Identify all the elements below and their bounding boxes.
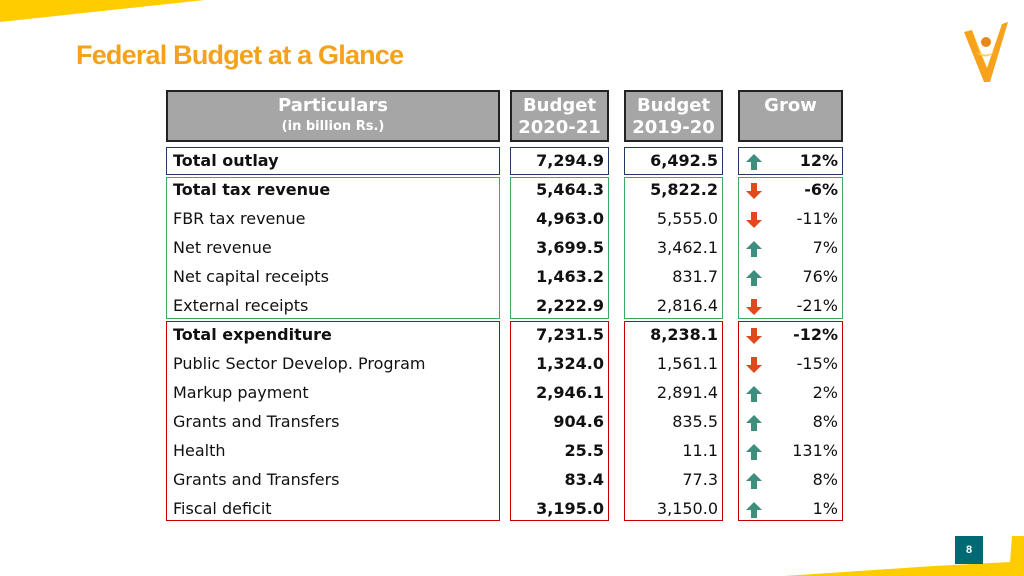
group-box-expenditure-b2020 <box>510 321 609 521</box>
row-budget-2020: 83.4 <box>564 470 604 489</box>
down-arrow-icon <box>742 204 766 233</box>
row-growth: 8% <box>812 470 838 489</box>
row-growth: -15% <box>796 354 838 373</box>
down-arrow-icon <box>742 349 766 378</box>
row-label: Fiscal deficit <box>173 499 272 518</box>
group-box-expenditure-b2019 <box>624 321 723 521</box>
row-budget-2020: 3,699.5 <box>536 238 604 257</box>
slide-title: Federal Budget at a Glance <box>76 40 404 70</box>
page-number-badge: 8 <box>955 536 983 564</box>
row-label: Total expenditure <box>173 325 332 344</box>
row-label: Health <box>173 441 226 460</box>
row-budget-2020: 904.6 <box>553 412 604 431</box>
header-year-2019: 2019-20 <box>632 117 715 138</box>
row-budget-2020: 25.5 <box>564 441 604 460</box>
up-arrow-icon <box>742 262 766 291</box>
row-budget-2019: 831.7 <box>672 267 718 286</box>
row-growth: 2% <box>812 383 838 402</box>
header-budget-2020: Budget 2020-21 <box>510 90 609 142</box>
header-particulars-label: Particulars <box>278 95 388 116</box>
row-label: Total outlay <box>173 151 279 170</box>
row-growth: 8% <box>812 412 838 431</box>
up-arrow-icon <box>742 378 766 407</box>
group-box-revenue-particulars <box>166 177 500 319</box>
row-label: Net capital receipts <box>173 267 329 286</box>
row-growth: 76% <box>802 267 838 286</box>
row-budget-2020: 7,231.5 <box>536 325 604 344</box>
group-box-revenue-b2020 <box>510 177 609 319</box>
logo-icon <box>964 22 1008 82</box>
group-box-expenditure-grow <box>738 321 843 521</box>
row-budget-2019: 835.5 <box>672 412 718 431</box>
row-growth: -6% <box>804 180 838 199</box>
row-budget-2019: 5,822.2 <box>650 180 718 199</box>
row-budget-2020: 2,222.9 <box>536 296 604 315</box>
row-budget-2020: 5,464.3 <box>536 180 604 199</box>
row-growth: 131% <box>792 441 838 460</box>
header-year-2020: 2020-21 <box>518 117 601 138</box>
row-budget-2019: 5,555.0 <box>656 209 718 228</box>
row-label: FBR tax revenue <box>173 209 306 228</box>
group-box-outlay-b2019 <box>624 147 723 175</box>
row-budget-2020: 1,463.2 <box>536 267 604 286</box>
up-arrow-icon <box>742 233 766 262</box>
up-arrow-icon <box>742 494 766 523</box>
down-arrow-icon <box>742 320 766 349</box>
row-budget-2019: 6,492.5 <box>650 151 718 170</box>
header-budget-2019: Budget 2019-20 <box>624 90 723 142</box>
row-growth: 7% <box>812 238 838 257</box>
header-budget-2019-label: Budget <box>636 95 711 116</box>
row-budget-2019: 3,462.1 <box>656 238 718 257</box>
row-budget-2020: 2,946.1 <box>536 383 604 402</box>
group-box-outlay-grow <box>738 147 843 175</box>
row-budget-2020: 1,324.0 <box>536 354 604 373</box>
row-label: Total tax revenue <box>173 180 331 199</box>
group-box-outlay-b2020 <box>510 147 609 175</box>
top-accent-shape <box>0 0 205 22</box>
row-label: Grants and Transfers <box>173 412 340 431</box>
group-box-revenue-grow <box>738 177 843 319</box>
row-budget-2019: 1,561.1 <box>656 354 718 373</box>
row-growth: -21% <box>796 296 838 315</box>
row-label: Grants and Transfers <box>173 470 340 489</box>
row-label: Public Sector Develop. Program <box>173 354 426 373</box>
up-arrow-icon <box>742 407 766 436</box>
row-label: Net revenue <box>173 238 272 257</box>
up-arrow-icon <box>742 146 766 175</box>
row-budget-2020: 4,963.0 <box>536 209 604 228</box>
row-budget-2020: 7,294.9 <box>536 151 604 170</box>
group-box-revenue-b2019 <box>624 177 723 319</box>
row-budget-2020: 3,195.0 <box>536 499 604 518</box>
down-arrow-icon <box>742 291 766 320</box>
row-budget-2019: 77.3 <box>682 470 718 489</box>
group-box-expenditure-particulars <box>166 321 500 521</box>
header-particulars: Particulars (in billion Rs.) <box>166 90 500 142</box>
header-grow: Grow <box>738 90 843 142</box>
row-growth: -12% <box>793 325 838 344</box>
row-budget-2019: 2,891.4 <box>656 383 718 402</box>
row-budget-2019: 11.1 <box>682 441 718 460</box>
row-budget-2019: 8,238.1 <box>650 325 718 344</box>
down-arrow-icon <box>742 175 766 204</box>
row-label: Markup payment <box>173 383 309 402</box>
row-growth: -11% <box>796 209 838 228</box>
up-arrow-icon <box>742 465 766 494</box>
bottom-accent-shape <box>784 536 1024 576</box>
row-budget-2019: 3,150.0 <box>656 499 718 518</box>
header-unit-label: (in billion Rs.) <box>281 119 385 134</box>
header-grow-label: Grow <box>764 95 817 116</box>
row-growth: 12% <box>799 151 838 170</box>
row-growth: 1% <box>812 499 838 518</box>
group-box-outlay-particulars <box>166 147 500 175</box>
row-label: External receipts <box>173 296 309 315</box>
up-arrow-icon <box>742 436 766 465</box>
header-budget-2020-label: Budget <box>522 95 597 116</box>
row-budget-2019: 2,816.4 <box>656 296 718 315</box>
